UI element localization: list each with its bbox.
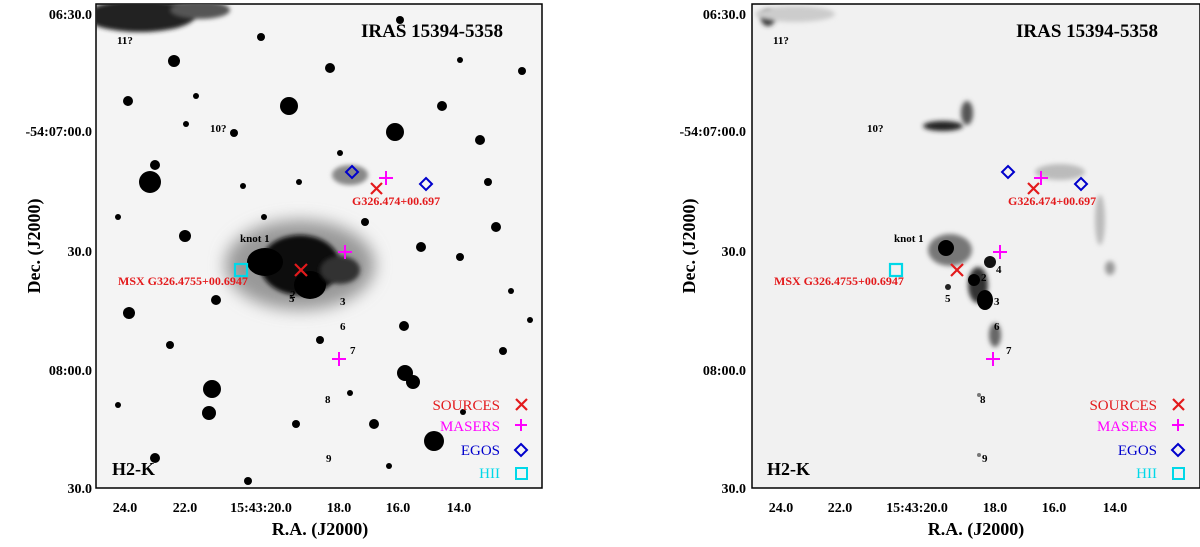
left-panel-figure: 06:30.0 -54:07:00.0 30.0 08:00.0 30.0 De… bbox=[24, 3, 543, 540]
knot-label: 7 bbox=[350, 345, 356, 357]
msx-label: MSX G326.4755+00.6947 bbox=[774, 274, 904, 288]
right-x-ticks: 24.0 22.0 15:43:20.0 18.0 16.0 14.0 bbox=[769, 501, 1128, 516]
ytick: 30.0 bbox=[722, 245, 747, 260]
legend-masers-icon bbox=[1172, 419, 1184, 431]
source-marker-icon bbox=[950, 182, 1040, 277]
knot-label: 10? bbox=[867, 123, 884, 135]
legend-egos-icon bbox=[1170, 442, 1186, 458]
right-panel: 06:30.0 -54:07:00.0 30.0 08:00.0 30.0 De… bbox=[640, 0, 1200, 542]
legend-masers-icon bbox=[515, 419, 527, 431]
source-marker-icon bbox=[294, 182, 383, 277]
left-xlabel: R.A. (J2000) bbox=[272, 519, 369, 540]
xtick: 14.0 bbox=[447, 501, 472, 516]
left-x-ticks: 24.0 22.0 15:43:20.0 18.0 16.0 14.0 bbox=[113, 501, 472, 516]
maser-marker-icon bbox=[332, 171, 393, 366]
right-xlabel: R.A. (J2000) bbox=[928, 519, 1025, 540]
left-ylabel: Dec. (J2000) bbox=[24, 199, 45, 294]
knot-label: 3 bbox=[340, 296, 346, 308]
legend-hii-icon bbox=[515, 467, 528, 480]
right-y-ticks: 06:30.0 -54:07:00.0 30.0 08:00.0 30.0 bbox=[680, 8, 747, 497]
xtick: 16.0 bbox=[1042, 501, 1067, 516]
knot-label: 10? bbox=[210, 123, 227, 135]
left-panel: 06:30.0 -54:07:00.0 30.0 08:00.0 30.0 De… bbox=[0, 0, 560, 542]
knot-label: 2 bbox=[981, 272, 987, 284]
ego-marker-icon bbox=[344, 164, 434, 192]
msx-label: MSX G326.4755+00.6947 bbox=[118, 274, 248, 288]
knot-label: 11? bbox=[117, 35, 133, 47]
legend-hii-icon bbox=[1172, 467, 1185, 480]
legend-egos-icon bbox=[513, 442, 529, 458]
xtick: 18.0 bbox=[327, 501, 352, 516]
legend-hii: HII bbox=[1136, 466, 1157, 482]
xtick: 15:43:20.0 bbox=[230, 501, 292, 516]
ytick: 08:00.0 bbox=[49, 364, 92, 379]
hii-marker-icon bbox=[888, 262, 904, 278]
right-knot-labels: 11? 10? knot 1 2 3 4 5 6 7 8 9 bbox=[773, 35, 1012, 465]
xtick: 18.0 bbox=[983, 501, 1008, 516]
legend-masers: MASERS bbox=[1097, 419, 1157, 435]
knot-label: 9 bbox=[982, 453, 988, 465]
xtick: 15:43:20.0 bbox=[886, 501, 948, 516]
knot-label: 6 bbox=[340, 321, 346, 333]
ytick: 30.0 bbox=[68, 245, 93, 260]
right-legend: SOURCES MASERS EGOS HII bbox=[1089, 398, 1186, 482]
ytick: 08:00.0 bbox=[703, 364, 746, 379]
hii-marker-icon bbox=[233, 262, 249, 278]
knot-label: 8 bbox=[325, 394, 331, 406]
ytick: 06:30.0 bbox=[49, 8, 92, 23]
knot-label: 8 bbox=[980, 394, 986, 406]
ytick: 30.0 bbox=[68, 482, 93, 497]
xtick: 24.0 bbox=[769, 501, 794, 516]
left-markers: G326.474+00.697 MSX G326.4755+00.6947 bbox=[118, 164, 440, 366]
right-ylabel: Dec. (J2000) bbox=[679, 199, 700, 294]
right-title: IRAS 15394-5358 bbox=[1016, 21, 1158, 42]
knot-label: knot 1 bbox=[894, 233, 924, 245]
left-title: IRAS 15394-5358 bbox=[361, 21, 503, 42]
knot-label: 4 bbox=[996, 264, 1002, 276]
legend-sources-icon bbox=[515, 398, 528, 411]
knot-label: 2 bbox=[290, 289, 296, 301]
knot-label: 5 bbox=[945, 293, 951, 305]
ytick: -54:07:00.0 bbox=[680, 125, 747, 140]
knot-label: 5 bbox=[289, 293, 295, 305]
ytick: 30.0 bbox=[722, 482, 747, 497]
knot-label: 7 bbox=[1006, 345, 1012, 357]
knot-label: 9 bbox=[326, 453, 332, 465]
legend-masers: MASERS bbox=[440, 419, 500, 435]
xtick: 14.0 bbox=[1103, 501, 1128, 516]
left-legend: SOURCES MASERS EGOS HII bbox=[432, 398, 529, 482]
xtick: 22.0 bbox=[173, 501, 198, 516]
right-sky-image bbox=[755, 6, 1115, 457]
xtick: 24.0 bbox=[113, 501, 138, 516]
right-panel-figure: 06:30.0 -54:07:00.0 30.0 08:00.0 30.0 De… bbox=[679, 3, 1200, 540]
right-markers: G326.474+00.697 MSX G326.4755+00.6947 bbox=[774, 164, 1096, 366]
knot-label: 3 bbox=[994, 296, 1000, 308]
left-filter-label: H2-K bbox=[112, 459, 155, 479]
maser-marker-icon bbox=[986, 171, 1048, 366]
legend-sources: SOURCES bbox=[432, 398, 500, 414]
ego-marker-icon bbox=[1000, 164, 1089, 192]
left-sky-image bbox=[96, 4, 533, 485]
left-knot-labels: 11? 10? knot 1 2 3 5 6 7 8 9 bbox=[117, 35, 356, 465]
xtick: 16.0 bbox=[386, 501, 411, 516]
ytick: -54:07:00.0 bbox=[26, 125, 93, 140]
xtick: 22.0 bbox=[828, 501, 853, 516]
knot-label: 11? bbox=[773, 35, 789, 47]
legend-hii: HII bbox=[479, 466, 500, 482]
source-label: G326.474+00.697 bbox=[1008, 194, 1096, 208]
knot-label: knot 1 bbox=[240, 233, 270, 245]
right-image-frame bbox=[751, 3, 1200, 489]
legend-sources-icon bbox=[1172, 398, 1185, 411]
source-label: G326.474+00.697 bbox=[352, 194, 440, 208]
knot-label: 6 bbox=[994, 321, 1000, 333]
left-y-ticks: 06:30.0 -54:07:00.0 30.0 08:00.0 30.0 bbox=[26, 8, 93, 497]
ytick: 06:30.0 bbox=[703, 8, 746, 23]
legend-egos: EGOS bbox=[1118, 443, 1157, 459]
legend-sources: SOURCES bbox=[1089, 398, 1157, 414]
legend-egos: EGOS bbox=[461, 443, 500, 459]
right-filter-label: H2-K bbox=[767, 459, 810, 479]
